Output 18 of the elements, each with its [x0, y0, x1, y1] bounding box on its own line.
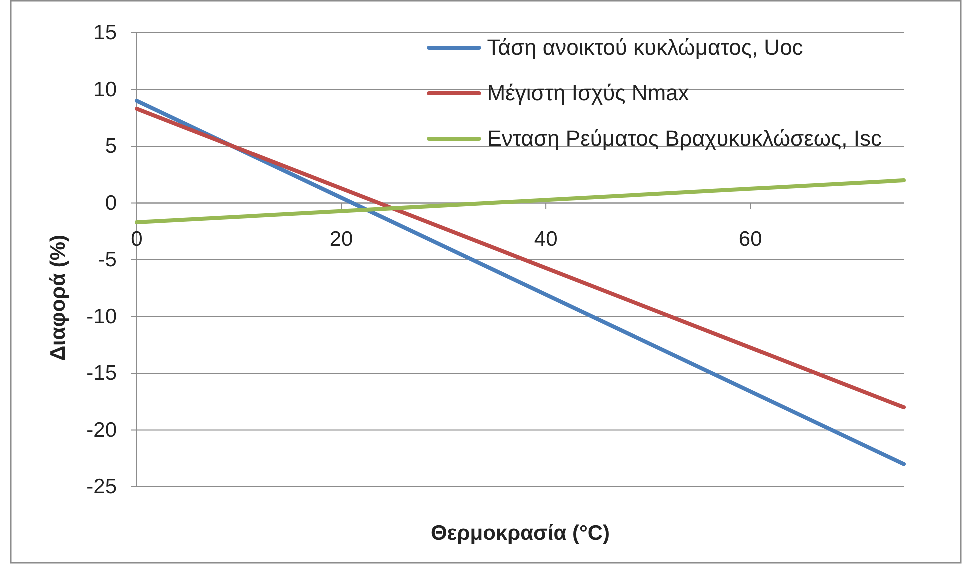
- y-tick-label: 10: [94, 78, 117, 102]
- y-tick-label: 5: [105, 135, 117, 158]
- y-tick-label: 0: [105, 192, 117, 215]
- x-tick-label: 20: [330, 228, 354, 252]
- y-tick-label: -25: [86, 476, 117, 499]
- y-tick-label: -10: [86, 305, 117, 328]
- legend-label: Μέγιστη Ισχύς Nmax: [487, 80, 690, 106]
- y-tick-label: -15: [86, 362, 117, 386]
- legend-label: Ενταση Ρεύματος Βραχυκυκλώσεως, Isc: [487, 126, 882, 151]
- x-axis-title: Θερμοκρασία (°C): [430, 522, 610, 545]
- x-tick-label: 0: [131, 228, 143, 252]
- y-axis-title: Διαφορά (%): [47, 234, 70, 362]
- x-tick-label: 40: [534, 228, 558, 252]
- legend-label: Τάση ανοικτού κυκλώματος, Uoc: [487, 35, 804, 60]
- y-tick-label: -20: [86, 418, 117, 442]
- y-tick-label: 15: [94, 22, 117, 45]
- y-tick-label: -5: [98, 248, 117, 272]
- x-tick-label: 60: [738, 228, 762, 252]
